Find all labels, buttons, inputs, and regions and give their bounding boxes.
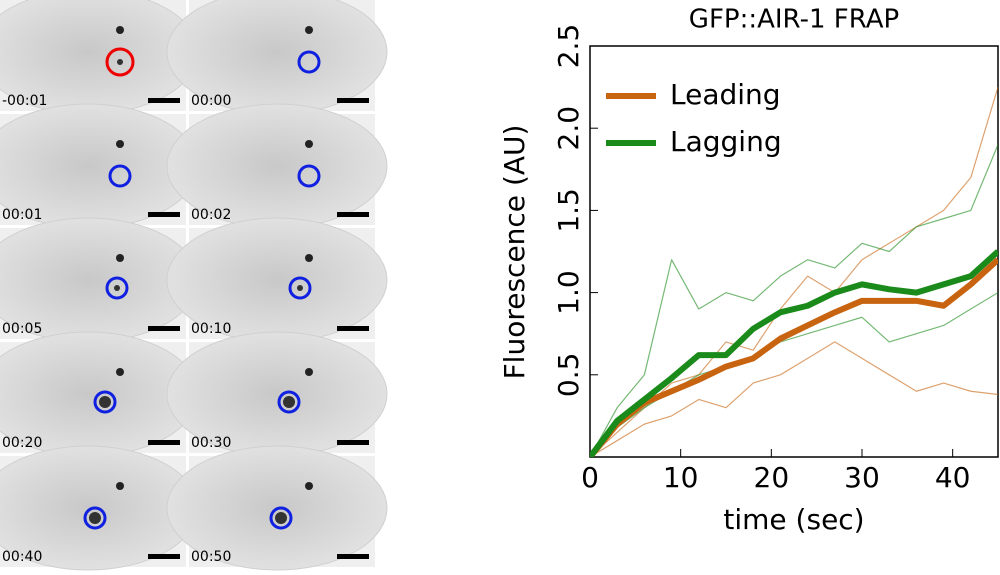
x-tick-label: 0	[581, 461, 599, 494]
image-panel: 00:20	[0, 331, 199, 457]
scale-bar	[148, 212, 180, 217]
image-panel: 00:02	[166, 103, 388, 229]
frap-region	[277, 390, 301, 414]
trace-line	[590, 341, 998, 457]
timestamp: 00:30	[191, 435, 231, 451]
scale-bar	[337, 554, 369, 559]
mean-line	[590, 249, 998, 457]
centrosome	[99, 396, 111, 408]
frap-region	[288, 276, 312, 300]
centrosome	[117, 59, 123, 65]
centrosome	[283, 396, 295, 408]
timestamp: -00:01	[2, 93, 47, 109]
x-tick-label: 30	[844, 461, 880, 494]
scale-bar	[148, 554, 180, 559]
timestamp: 00:05	[2, 321, 42, 337]
centrosome	[116, 140, 124, 148]
centrosome	[305, 368, 313, 376]
image-panel: 00:50	[166, 445, 388, 571]
centrosome	[305, 26, 313, 34]
timestamp: 00:50	[191, 549, 231, 565]
x-axis-label: time (sec)	[723, 503, 864, 536]
scale-bar	[148, 440, 180, 445]
image-panels: -00:01 00:00 00:01 00:02 00:05 00:10 00:20 00:3…	[0, 0, 388, 571]
y-tick-label: 2.0	[552, 106, 585, 151]
x-tick-label: 40	[935, 461, 971, 494]
frap-region	[297, 164, 321, 188]
frap-region	[105, 47, 135, 77]
timestamp: 00:20	[2, 435, 42, 451]
scale-bar	[148, 98, 180, 103]
centrosome	[114, 285, 120, 291]
y-axis-label: Fluorescence (AU)	[498, 125, 531, 380]
scale-bar	[337, 212, 369, 217]
centrosome	[275, 512, 287, 524]
centrosome	[305, 140, 313, 148]
centrosome	[116, 368, 124, 376]
frap-region	[93, 390, 117, 414]
frap-region	[108, 164, 132, 188]
y-tick-label: 1.0	[552, 270, 585, 315]
scale-bar	[148, 326, 180, 331]
timestamp: 00:00	[191, 93, 231, 109]
chart: GFP::AIR-1 FRAP time (sec) Fluorescence …	[498, 5, 999, 536]
legend-label: Leading	[670, 78, 781, 111]
centrosome	[89, 512, 101, 524]
y-tick-label: 2.5	[552, 24, 585, 69]
trace-line	[590, 144, 998, 457]
frap-region	[269, 506, 293, 530]
centrosome	[116, 26, 124, 34]
image-panel: 00:40	[0, 445, 199, 571]
timestamp: 00:10	[191, 321, 231, 337]
timestamp: 00:01	[2, 207, 42, 223]
frap-region	[105, 276, 129, 300]
mean-line	[590, 257, 998, 457]
y-tick-label: 1.5	[552, 188, 585, 233]
scale-bar	[337, 440, 369, 445]
centrosome	[116, 254, 124, 262]
image-panel: 00:30	[166, 331, 388, 457]
scale-bar	[337, 98, 369, 103]
frap-region	[83, 506, 107, 530]
scale-bar	[337, 326, 369, 331]
trace-line	[590, 292, 998, 457]
centrosome	[305, 254, 313, 262]
legend-label: Lagging	[670, 125, 782, 158]
y-tick-label: 0.5	[552, 353, 585, 398]
centrosome	[305, 482, 313, 490]
centrosome	[116, 482, 124, 490]
timestamp: 00:02	[191, 207, 231, 223]
frap-region	[297, 50, 321, 74]
centrosome	[297, 285, 303, 291]
image-panel: 00:05	[0, 217, 199, 343]
timestamp: 00:40	[2, 549, 42, 565]
x-tick-label: 10	[663, 461, 699, 494]
image-panel: 00:10	[166, 217, 388, 343]
image-panel: 00:00	[166, 0, 388, 115]
x-tick-label: 20	[754, 461, 790, 494]
chart-title: GFP::AIR-1 FRAP	[689, 5, 899, 35]
